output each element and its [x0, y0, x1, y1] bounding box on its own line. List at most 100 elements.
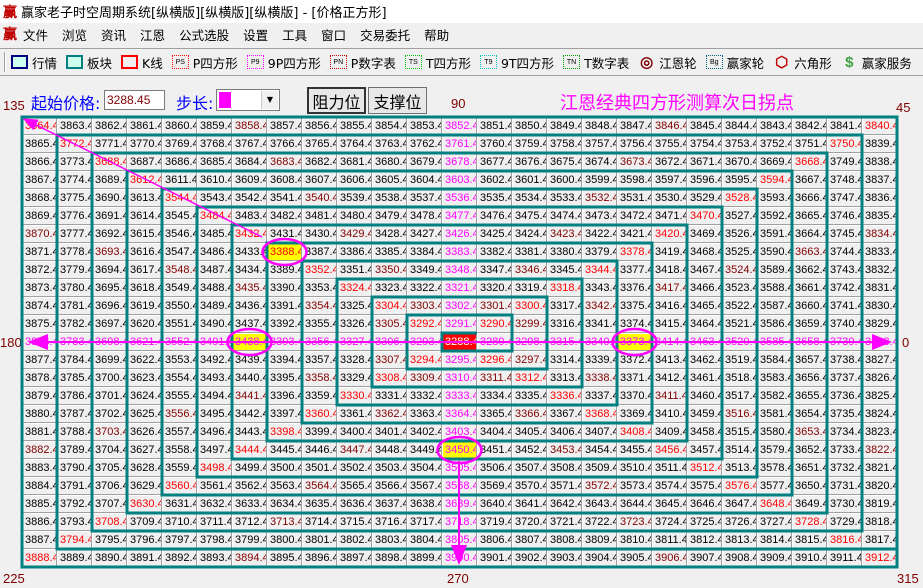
grid-cell[interactable]: 3632.45 — [197, 495, 232, 513]
grid-cell[interactable]: 3502.45 — [337, 459, 372, 477]
grid-cell[interactable]: 3643.45 — [582, 495, 617, 513]
grid-cell[interactable]: 3844.45 — [722, 117, 757, 135]
grid-cell[interactable]: 3690.45 — [92, 189, 127, 207]
grid-cell[interactable]: 3388.45 — [267, 243, 302, 261]
grid-cell[interactable]: 3503.45 — [372, 459, 407, 477]
grid-cell[interactable]: 3870.45 — [22, 225, 57, 243]
grid-cell[interactable]: 3695.45 — [92, 279, 127, 297]
grid-cell[interactable]: 3297.45 — [512, 351, 547, 369]
grid-cell[interactable]: 3579.45 — [757, 441, 792, 459]
grid-cell[interactable]: 3487.45 — [197, 261, 232, 279]
grid-cell[interactable]: 3571.45 — [547, 477, 582, 495]
grid-cell[interactable]: 3765.45 — [302, 135, 337, 153]
grid-cell[interactable]: 3466.45 — [687, 279, 722, 297]
grid-cell[interactable]: 3706.45 — [92, 477, 127, 495]
grid-cell[interactable]: 3834.45 — [862, 225, 897, 243]
grid-cell[interactable]: 3476.45 — [477, 207, 512, 225]
grid-cell[interactable]: 3515.45 — [722, 423, 757, 441]
grid-cell[interactable]: 3356.45 — [302, 333, 337, 351]
grid-cell[interactable]: 3340.45 — [582, 333, 617, 351]
grid-cell[interactable]: 3726.45 — [722, 513, 757, 531]
grid-cell[interactable]: 3520.45 — [722, 333, 757, 351]
grid-cell[interactable]: 3645.45 — [652, 495, 687, 513]
grid-cell[interactable]: 3735.45 — [827, 405, 862, 423]
grid-cell[interactable]: 3496.45 — [197, 423, 232, 441]
grid-cell[interactable]: 3446.45 — [302, 441, 337, 459]
grid-cell[interactable]: 3663.45 — [792, 243, 827, 261]
grid-cell[interactable]: 3578.45 — [757, 459, 792, 477]
grid-cell[interactable]: 3738.45 — [827, 351, 862, 369]
grid-cell[interactable]: 3836.45 — [862, 189, 897, 207]
grid-cell[interactable]: 3290.45 — [477, 315, 512, 333]
grid-cell[interactable]: 3838.45 — [862, 153, 897, 171]
grid-cell[interactable]: 3334.45 — [477, 387, 512, 405]
menu-news[interactable]: 资讯 — [101, 27, 127, 43]
grid-cell[interactable]: 3385.45 — [372, 243, 407, 261]
grid-cell[interactable]: 3908.45 — [722, 549, 757, 567]
grid-cell[interactable]: 3896.45 — [302, 549, 337, 567]
grid-cell[interactable]: 3620.45 — [127, 315, 162, 333]
grid-cell[interactable]: 3789.45 — [57, 441, 92, 459]
grid-cell[interactable]: 3338.45 — [582, 369, 617, 387]
grid-cell[interactable]: 3685.45 — [197, 153, 232, 171]
grid-cell[interactable]: 3672.45 — [652, 153, 687, 171]
grid-cell[interactable]: 3575.45 — [687, 477, 722, 495]
grid-cell[interactable]: 3879.45 — [22, 387, 57, 405]
grid-cell[interactable]: 3799.45 — [232, 531, 267, 549]
grid-cell[interactable]: 3366.45 — [512, 405, 547, 423]
grid-cell[interactable]: 3304.45 — [372, 297, 407, 315]
grid-cell[interactable]: 3438.45 — [232, 333, 267, 351]
grid-cell[interactable]: 3859.45 — [197, 117, 232, 135]
grid-cell[interactable]: 3434.45 — [232, 261, 267, 279]
grid-cell[interactable]: 3759.45 — [512, 135, 547, 153]
grid-cell[interactable]: 3820.45 — [862, 477, 897, 495]
grid-cell[interactable]: 3542.45 — [232, 189, 267, 207]
grid-cell[interactable]: 3314.45 — [547, 351, 582, 369]
grid-cell[interactable]: 3702.45 — [92, 405, 127, 423]
grid-cell[interactable]: 3675.45 — [547, 153, 582, 171]
grid-cell[interactable]: 3888.45 — [22, 549, 57, 567]
grid-cell[interactable]: 3387.45 — [302, 243, 337, 261]
grid-cell[interactable]: 3327.45 — [337, 333, 372, 351]
grid-cell[interactable]: 3336.45 — [547, 387, 582, 405]
grid-cell[interactable]: 3705.45 — [92, 459, 127, 477]
grid-cell[interactable]: 3442.45 — [232, 405, 267, 423]
grid-cell[interactable]: 3666.45 — [792, 189, 827, 207]
grid-cell[interactable]: 3743.45 — [827, 261, 862, 279]
grid-cell[interactable]: 3362.45 — [372, 405, 407, 423]
grid-cell[interactable]: 3668.45 — [792, 153, 827, 171]
grid-cell[interactable]: 3812.45 — [687, 531, 722, 549]
grid-cell[interactable]: 3410.45 — [652, 405, 687, 423]
grid-cell[interactable]: 3869.45 — [22, 207, 57, 225]
grid-cell[interactable]: 3881.45 — [22, 423, 57, 441]
grid-cell[interactable]: 3517.45 — [722, 387, 757, 405]
grid-cell[interactable]: 3747.45 — [827, 189, 862, 207]
grid-cell[interactable]: 3833.45 — [862, 243, 897, 261]
grid-cell[interactable]: 3296.45 — [477, 351, 512, 369]
grid-cell[interactable]: 3641.45 — [512, 495, 547, 513]
grid-cell[interactable]: 3562.45 — [232, 477, 267, 495]
menu-tools[interactable]: 工具 — [282, 27, 308, 43]
grid-cell[interactable]: 3345.45 — [547, 261, 582, 279]
grid-cell[interactable]: 3416.45 — [652, 297, 687, 315]
grid-cell[interactable]: 3482.45 — [267, 207, 302, 225]
grid-cell[interactable]: 3909.45 — [757, 549, 792, 567]
toolbar-button-8[interactable]: TN T数字表 — [563, 53, 629, 72]
grid-cell[interactable]: 3727.45 — [757, 513, 792, 531]
grid-cell[interactable]: 3683.45 — [267, 153, 302, 171]
grid-cell[interactable]: 3486.45 — [197, 243, 232, 261]
grid-cell[interactable]: 3455.45 — [617, 441, 652, 459]
grid-cell[interactable]: 3605.45 — [372, 171, 407, 189]
grid-cell[interactable]: 3830.45 — [862, 297, 897, 315]
grid-cell[interactable]: 3554.45 — [162, 369, 197, 387]
grid-cell[interactable]: 3300.45 — [512, 297, 547, 315]
grid-cell[interactable]: 3850.45 — [512, 117, 547, 135]
grid-cell[interactable]: 3821.45 — [862, 459, 897, 477]
grid-cell[interactable]: 3856.45 — [302, 117, 337, 135]
grid-cell[interactable]: 3862.45 — [92, 117, 127, 135]
grid-cell[interactable]: 3628.45 — [127, 459, 162, 477]
grid-cell[interactable]: 3687.45 — [127, 153, 162, 171]
toolbar-button-4[interactable]: P9 9P四方形 — [246, 53, 321, 72]
grid-cell[interactable]: 3837.45 — [862, 171, 897, 189]
grid-cell[interactable]: 3893.45 — [197, 549, 232, 567]
